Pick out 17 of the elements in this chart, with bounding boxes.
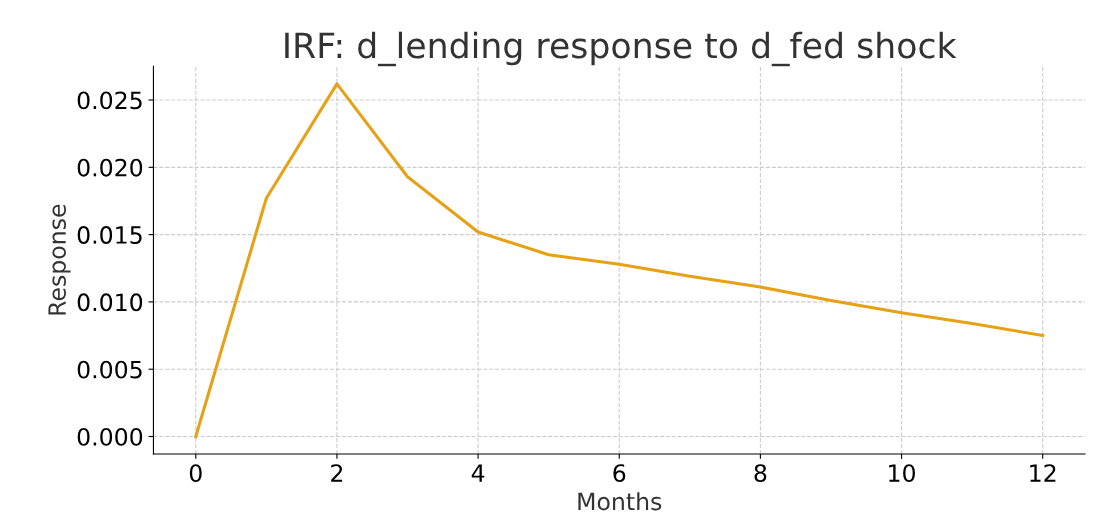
y-tick-label: 0.000	[77, 427, 143, 446]
y-tick-label: 0.010	[77, 293, 143, 312]
y-tick-label: 0.020	[77, 158, 143, 177]
x-tick-label: 10	[889, 464, 915, 482]
y-tick-label: 0.025	[77, 91, 142, 110]
x-tick-label: 12	[1030, 464, 1056, 482]
y-tick-label: 0.015	[77, 226, 142, 244]
y-axis-title: Response	[48, 204, 71, 315]
chart-title: IRF: d_lending response to d_fed shock	[285, 31, 957, 67]
x-tick-label: 0	[189, 464, 202, 482]
y-tick-label: 0.005	[77, 360, 142, 379]
x-tick-label: 8	[754, 464, 767, 482]
x-axis-title: Months	[578, 492, 662, 511]
x-tick-label: 6	[613, 464, 626, 482]
x-tick-label: 4	[471, 464, 485, 482]
x-tick-label: 2	[331, 464, 343, 482]
line-series	[194, 82, 1045, 439]
